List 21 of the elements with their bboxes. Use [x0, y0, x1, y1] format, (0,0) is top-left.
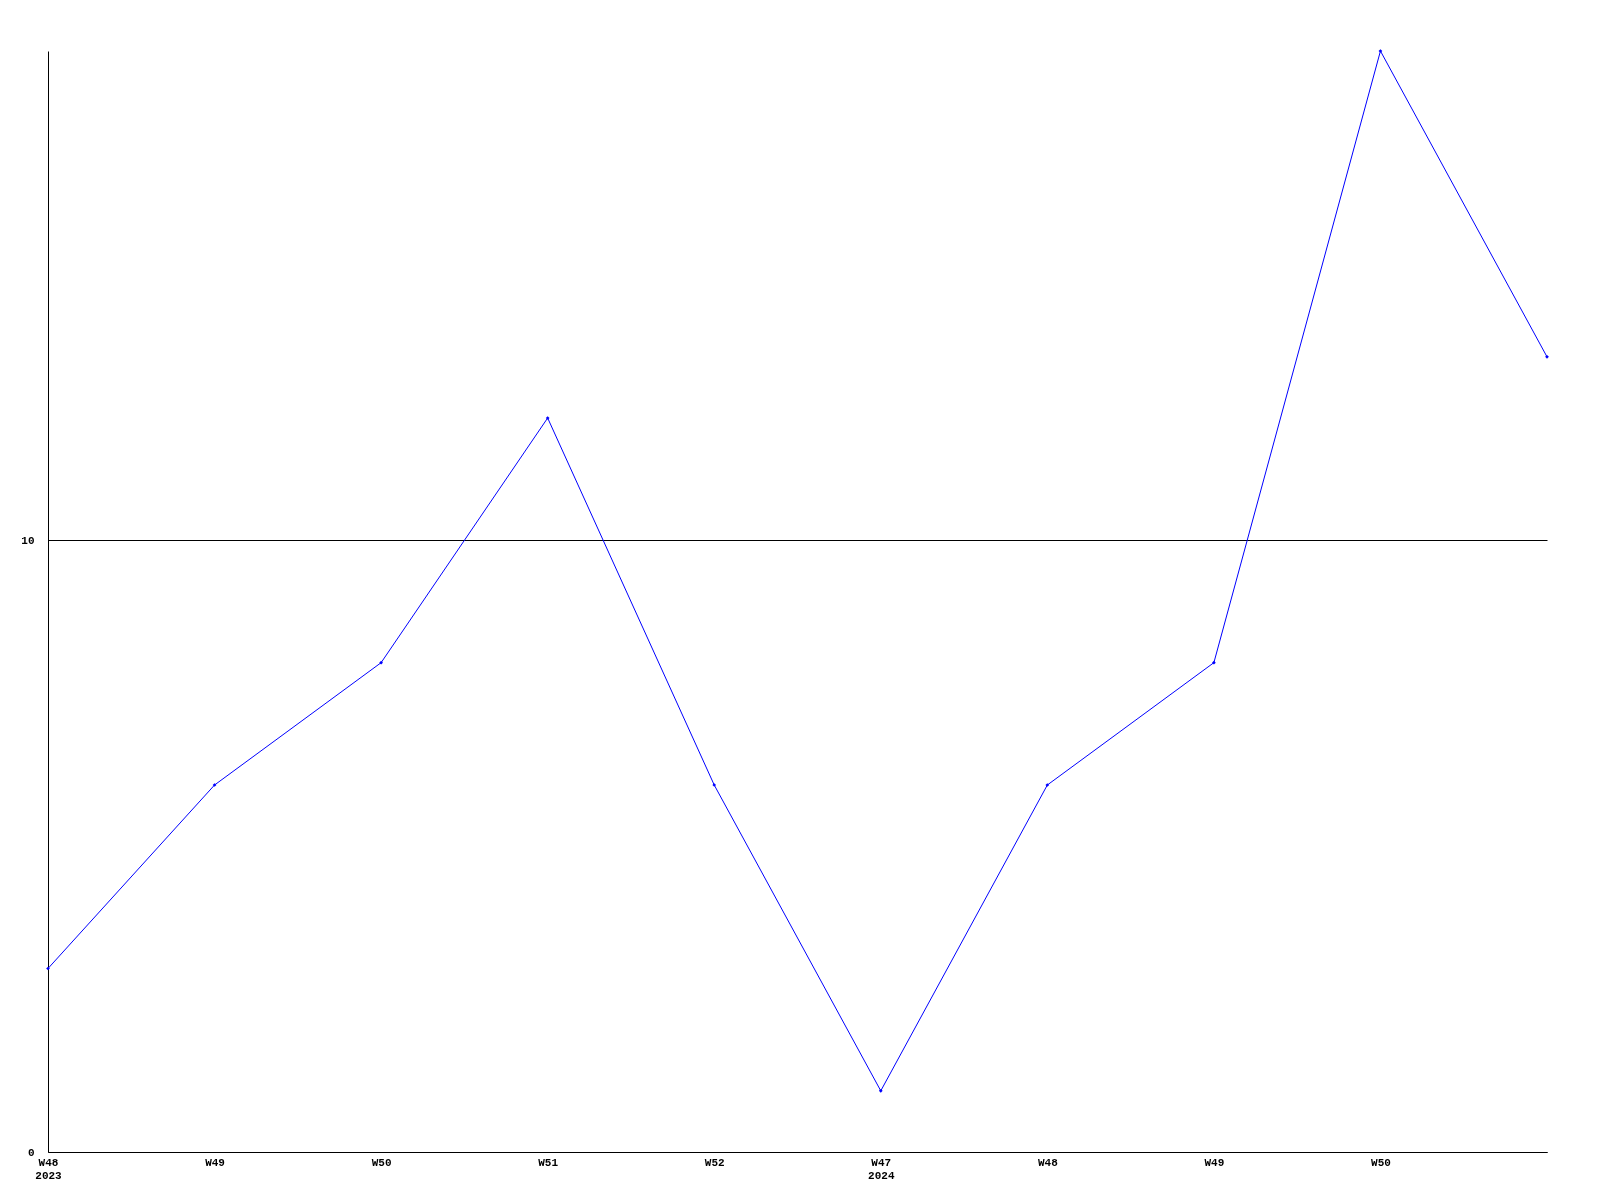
x-tick-label: W50 [371, 1156, 392, 1169]
point [212, 783, 217, 787]
x-tick-label: W47 2024 [868, 1156, 895, 1182]
x-tick-label: W52 [704, 1156, 725, 1169]
point [379, 660, 383, 665]
point [1378, 49, 1383, 53]
point [545, 416, 550, 420]
x-tick-label: W49 [1204, 1156, 1225, 1169]
x-tick-label: W51 [538, 1156, 559, 1169]
point [1545, 354, 1549, 359]
point [1045, 783, 1050, 787]
x-tick-label: W50 [1371, 1156, 1391, 1169]
point [1212, 660, 1216, 665]
x-tick-label: W48 2023 [35, 1156, 63, 1182]
y-tick-label: 10 [21, 534, 35, 547]
x-tick-label: W49 [205, 1156, 225, 1169]
point [46, 966, 50, 971]
line-series [46, 49, 1549, 1093]
x-tick-label: W48 [1037, 1156, 1059, 1169]
y-tick-label: 0 [27, 1146, 35, 1159]
point [712, 783, 717, 787]
